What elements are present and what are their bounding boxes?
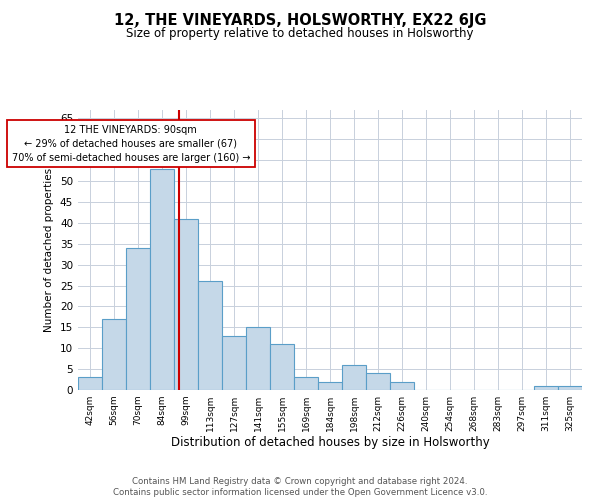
Bar <box>558 386 582 390</box>
Text: Contains public sector information licensed under the Open Government Licence v3: Contains public sector information licen… <box>113 488 487 497</box>
Bar <box>534 386 558 390</box>
Bar <box>390 382 414 390</box>
Bar <box>222 336 246 390</box>
Text: Contains HM Land Registry data © Crown copyright and database right 2024.: Contains HM Land Registry data © Crown c… <box>132 476 468 486</box>
Bar <box>126 248 150 390</box>
Bar <box>78 378 102 390</box>
Bar <box>270 344 294 390</box>
Text: Distribution of detached houses by size in Holsworthy: Distribution of detached houses by size … <box>170 436 490 449</box>
Text: 12 THE VINEYARDS: 90sqm
← 29% of detached houses are smaller (67)
70% of semi-de: 12 THE VINEYARDS: 90sqm ← 29% of detache… <box>11 124 250 162</box>
Bar <box>102 319 126 390</box>
Bar <box>246 328 270 390</box>
Bar <box>150 168 174 390</box>
Bar <box>294 378 318 390</box>
Text: Size of property relative to detached houses in Holsworthy: Size of property relative to detached ho… <box>126 28 474 40</box>
Text: 12, THE VINEYARDS, HOLSWORTHY, EX22 6JG: 12, THE VINEYARDS, HOLSWORTHY, EX22 6JG <box>114 12 486 28</box>
Bar <box>174 218 198 390</box>
Bar <box>342 365 366 390</box>
Y-axis label: Number of detached properties: Number of detached properties <box>44 168 55 332</box>
Bar <box>318 382 342 390</box>
Bar <box>366 374 390 390</box>
Bar <box>198 282 222 390</box>
